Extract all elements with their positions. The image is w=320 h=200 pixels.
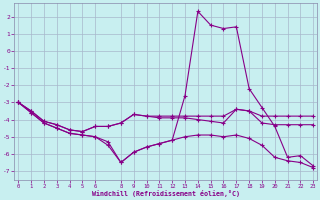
X-axis label: Windchill (Refroidissement éolien,°C): Windchill (Refroidissement éolien,°C) — [92, 190, 240, 197]
